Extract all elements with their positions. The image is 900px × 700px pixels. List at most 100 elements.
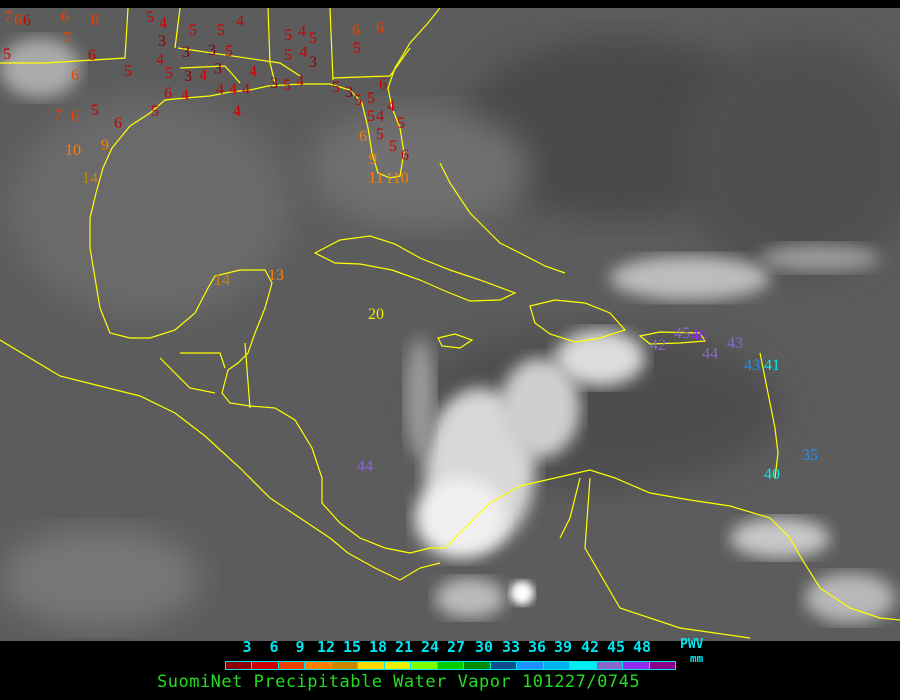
legend-color-swatch <box>226 662 253 669</box>
station-pwv-value: 6 <box>164 85 172 102</box>
legend-color-swatch <box>411 662 438 669</box>
station-pwv-value: 5 <box>367 90 375 107</box>
station-pwv-value: 5 <box>283 77 291 94</box>
station-pwv-value: 8 <box>91 12 99 29</box>
legend-tick-label: 12 <box>316 638 336 656</box>
legend-color-swatch <box>570 662 597 669</box>
station-pwv-value: 6 <box>401 147 409 164</box>
station-pwv-value: 6 <box>88 47 96 64</box>
station-pwv-value: 5 <box>124 63 132 80</box>
legend-unit-pwv: PWV <box>680 637 704 652</box>
station-pwv-value: 3 <box>158 33 166 50</box>
legend-tick-label: 42 <box>580 638 600 656</box>
station-pwv-value: 4 <box>387 98 395 115</box>
station-pwv-value: 9 <box>369 151 377 168</box>
station-pwv-value: 4 <box>298 23 306 40</box>
station-pwv-value: 4 <box>300 44 308 61</box>
station-pwv-value: 4 <box>236 13 244 30</box>
station-pwv-value: 6 <box>359 128 367 145</box>
station-pwv-value: 20 <box>368 306 384 323</box>
legend-color-swatch <box>331 662 359 669</box>
station-pwv-value: 14 <box>214 272 230 289</box>
legend-tick-label: 39 <box>553 638 573 656</box>
station-pwv-value: 44 <box>357 458 373 475</box>
station-pwv-value: 10 <box>65 142 81 159</box>
station-pwv-value: 5 <box>151 103 159 120</box>
legend-color-swatch <box>464 662 491 669</box>
station-pwv-value: 35 <box>802 447 818 464</box>
station-pwv-value: 5 <box>397 115 405 132</box>
station-pwv-value: 5 <box>217 22 225 39</box>
station-pwv-value: 42 <box>650 337 666 354</box>
legend-tick-label: 48 <box>632 638 652 656</box>
station-pwv-value: 6 <box>23 12 31 29</box>
station-pwv-value: 3 <box>270 75 278 92</box>
station-pwv-value: 3 <box>184 68 192 85</box>
station-pwv-value: 4 <box>199 67 207 84</box>
station-pwv-value: 4 <box>242 81 250 98</box>
station-pwv-value: 4 <box>156 52 164 69</box>
image-title: SuomiNet Precipitable Water Vapor 101227… <box>157 672 641 692</box>
station-pwv-value: 41 <box>764 357 780 374</box>
legend-tick-label: 15 <box>342 638 362 656</box>
legend-color-swatch <box>384 662 412 669</box>
station-pwv-value: 5 <box>332 79 340 96</box>
station-pwv-value: 4 <box>233 103 241 120</box>
station-pwv-value: 14 <box>82 170 98 187</box>
station-pwv-value: 3 <box>309 54 317 71</box>
station-pwv-value: 6 <box>376 20 384 37</box>
station-pwv-value: 7 <box>4 9 12 26</box>
station-pwv-value: 6 <box>14 12 22 29</box>
station-pwv-value: 4 <box>216 81 224 98</box>
station-pwv-value: 4 <box>181 87 189 104</box>
legend-tick-label: 33 <box>501 638 521 656</box>
coastlines <box>0 8 900 639</box>
legend-color-swatch <box>649 662 675 669</box>
station-pwv-value: 5 <box>376 126 384 143</box>
station-pwv-value: 7 <box>63 30 71 47</box>
legend-tick-label: 18 <box>368 638 388 656</box>
station-pwv-value: 3 <box>182 44 190 61</box>
legend-color-swatch <box>252 662 279 669</box>
station-pwv-value: 3 <box>214 61 222 78</box>
station-pwv-value: 5 <box>309 30 317 47</box>
legend-tick-label: 27 <box>446 638 466 656</box>
station-pwv-value: 6 <box>71 67 79 84</box>
legend-color-swatch <box>543 662 571 669</box>
station-pwv-value: 13 <box>268 267 284 284</box>
legend-tick-label: 24 <box>420 638 440 656</box>
legend-tick-label: 45 <box>606 638 626 656</box>
legend-color-swatch <box>437 662 465 669</box>
station-pwv-value: 7 <box>54 107 62 124</box>
station-pwv-value: 4 <box>159 15 167 32</box>
station-pwv-value: 4 <box>229 81 237 98</box>
station-pwv-value: 6 <box>114 115 122 132</box>
station-pwv-value: 4 <box>249 63 257 80</box>
legend-unit-mm: mm <box>690 652 704 665</box>
station-pwv-value: 4 <box>296 73 304 90</box>
station-pwv-value: 9 <box>101 137 109 154</box>
station-pwv-value: 110 <box>385 170 408 187</box>
station-pwv-value: 5 <box>146 9 154 26</box>
legend-color-swatch <box>596 662 624 669</box>
legend-tick-label: 9 <box>295 638 305 656</box>
legend-tick-label: 6 <box>269 638 279 656</box>
station-pwv-value: 5 <box>284 47 292 64</box>
station-pwv-value: 5 <box>225 43 233 60</box>
station-pwv-value: 5 <box>367 108 375 125</box>
legend-color-swatch <box>623 662 650 669</box>
station-pwv-value: 5 <box>91 102 99 119</box>
clouds <box>0 38 900 628</box>
legend-tick-label: 3 <box>242 638 252 656</box>
station-pwv-value: 5 <box>389 138 397 155</box>
station-pwv-value: 3 <box>208 42 216 59</box>
station-pwv-value: 6 <box>61 9 69 26</box>
station-pwv-value: 6 <box>379 76 387 93</box>
station-pwv-value: 44 <box>702 346 718 363</box>
legend-color-swatch <box>358 662 385 669</box>
station-pwv-value: 43 <box>744 357 760 374</box>
station-pwv-value: 40 <box>764 466 780 483</box>
